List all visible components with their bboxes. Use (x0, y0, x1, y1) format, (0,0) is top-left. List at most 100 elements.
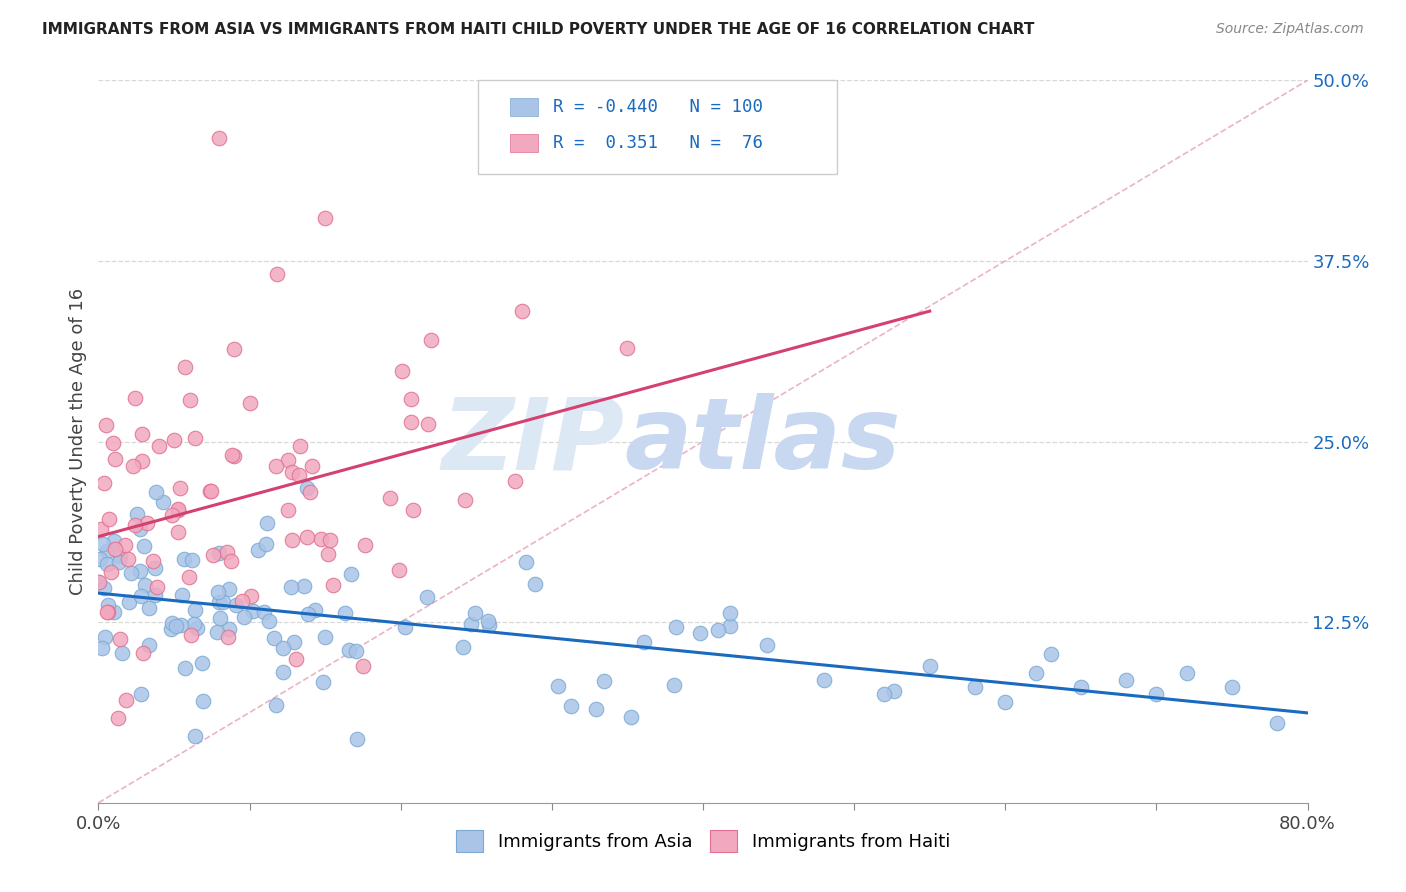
Point (1024, 665, 1046, 680)
Point (707, 623, 730, 637)
Point (1070, 680, 1092, 694)
Point (148, 439, 170, 453)
Point (689, 626, 711, 640)
Point (257, 614, 280, 628)
Point (142, 554, 165, 568)
Point (111, 646, 134, 660)
Point (174, 661, 197, 675)
Point (145, 588, 167, 602)
Point (592, 673, 614, 688)
Point (254, 537, 277, 551)
Point (90, 522, 112, 536)
Point (191, 694, 214, 708)
Point (222, 449, 245, 463)
Point (314, 211, 336, 225)
Point (718, 619, 741, 633)
Point (129, 564, 152, 578)
Point (256, 516, 278, 530)
Point (104, 541, 127, 556)
Point (451, 640, 474, 655)
Point (266, 267, 288, 281)
Point (288, 439, 311, 453)
Point (478, 617, 501, 632)
Point (100, 565, 122, 579)
Point (219, 554, 242, 568)
Point (664, 678, 686, 692)
Point (240, 590, 263, 604)
Point (143, 560, 166, 574)
Point (277, 503, 299, 517)
Point (218, 582, 240, 597)
Point (1040, 647, 1063, 661)
Point (394, 620, 416, 634)
Point (89, 551, 111, 566)
Point (212, 595, 235, 609)
Point (523, 577, 546, 591)
Point (288, 467, 311, 482)
Point (208, 546, 231, 560)
Point (252, 606, 274, 620)
Point (344, 644, 367, 658)
Point (633, 635, 655, 649)
Text: atlas: atlas (624, 393, 901, 490)
Point (180, 628, 202, 642)
Point (620, 710, 643, 724)
Point (416, 590, 439, 604)
Point (103, 606, 125, 620)
Point (224, 342, 246, 356)
Point (163, 434, 186, 448)
Point (354, 538, 377, 552)
Point (510, 304, 533, 318)
Point (1175, 665, 1198, 680)
Point (96, 544, 118, 558)
Point (264, 698, 287, 713)
Point (312, 675, 335, 690)
Point (271, 641, 294, 656)
Point (277, 453, 299, 467)
Point (231, 594, 253, 608)
Point (420, 334, 443, 348)
Point (93, 581, 115, 595)
Point (918, 658, 941, 673)
Point (177, 570, 200, 584)
Point (166, 501, 188, 516)
Text: R =  0.351   N =  76: R = 0.351 N = 76 (553, 134, 762, 152)
Point (247, 542, 270, 557)
Point (131, 426, 153, 441)
Point (191, 657, 214, 671)
Point (107, 711, 129, 725)
Point (292, 579, 315, 593)
Point (353, 658, 375, 673)
Y-axis label: Child Poverty Under the Age of 16: Child Poverty Under the Age of 16 (69, 288, 87, 595)
Point (159, 622, 181, 636)
Point (183, 616, 205, 631)
Point (756, 638, 779, 652)
Point (283, 635, 305, 649)
Legend: Immigrants from Asia, Immigrants from Haiti: Immigrants from Asia, Immigrants from Ha… (449, 822, 957, 859)
Point (169, 618, 191, 632)
Point (1115, 673, 1137, 687)
Point (120, 566, 142, 580)
Point (97, 606, 120, 620)
Point (200, 484, 222, 499)
Point (965, 680, 987, 694)
Point (263, 631, 285, 645)
Point (547, 680, 569, 694)
Point (184, 431, 207, 445)
Point (994, 695, 1017, 709)
Point (399, 415, 422, 429)
Point (132, 539, 155, 553)
Point (136, 516, 159, 531)
Point (319, 533, 342, 548)
Point (391, 364, 413, 378)
Point (266, 458, 288, 473)
Point (108, 555, 131, 569)
Point (271, 665, 294, 679)
Point (616, 341, 638, 355)
Point (94, 417, 117, 432)
Point (239, 395, 262, 409)
Point (318, 547, 340, 561)
Point (166, 525, 188, 540)
Point (297, 530, 319, 544)
Point (813, 673, 835, 687)
